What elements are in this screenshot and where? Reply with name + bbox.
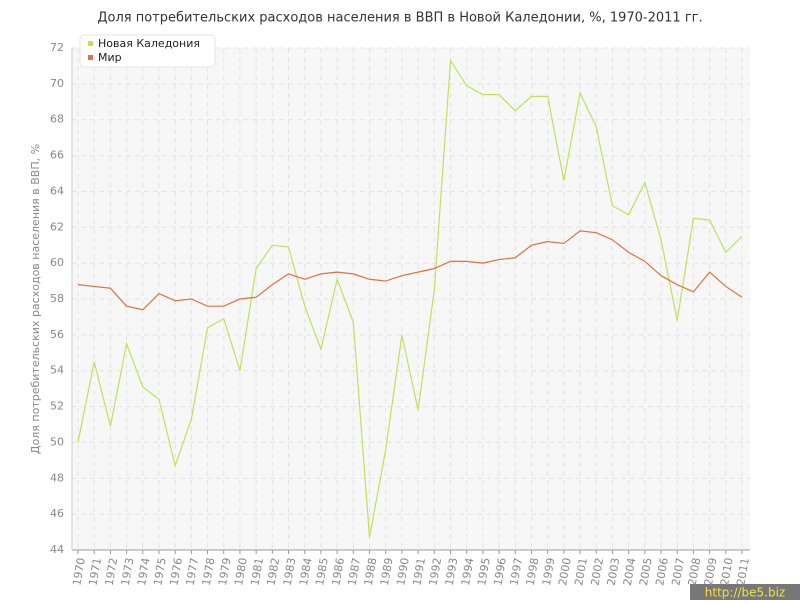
series-line [77, 230, 743, 311]
y-tick-label: 62 [50, 220, 64, 233]
x-tick-label: 1985 [313, 557, 331, 587]
x-tick-label: 1980 [232, 557, 250, 587]
x-tick-label: 1981 [248, 557, 266, 587]
x-tick-label: 1971 [86, 557, 104, 587]
x-tick-label: 1976 [167, 557, 185, 587]
x-tick-label: 1997 [508, 557, 526, 587]
x-tick-label: 1984 [297, 557, 315, 587]
y-tick-label: 64 [50, 184, 64, 197]
y-tick-label: 68 [50, 113, 64, 126]
chart-title: Доля потребительских расходов населения … [97, 11, 702, 26]
x-tick-label: 2005 [637, 557, 655, 587]
y-tick-label: 44 [50, 543, 64, 556]
x-tick-label: 2011 [734, 557, 752, 587]
y-tick-label: 48 [50, 471, 64, 484]
x-tick-label: 2008 [686, 557, 704, 587]
x-tick-label: 1974 [135, 557, 153, 587]
y-tick-label: 58 [50, 292, 64, 305]
x-tick-label: 2010 [718, 557, 736, 587]
legend-swatch [88, 55, 93, 60]
x-tick-label: 1982 [265, 557, 283, 587]
y-tick-label: 60 [50, 256, 64, 269]
x-tick-label: 1972 [103, 557, 121, 587]
y-tick-label: 56 [50, 328, 64, 341]
x-tick-label: 1977 [184, 557, 202, 587]
x-tick-label: 1986 [329, 557, 347, 587]
x-tick-label: 2007 [669, 557, 687, 587]
x-tick-label: 2003 [605, 557, 623, 587]
x-tick-label: 1994 [459, 557, 477, 587]
legend-box [79, 34, 216, 68]
x-tick-label: 1979 [216, 557, 234, 587]
x-tick-label: 1970 [70, 557, 88, 587]
x-tick-label: 2004 [621, 557, 639, 587]
series-line [77, 58, 743, 538]
watermark-box [690, 584, 800, 600]
legend-label: Новая Каледония [98, 37, 200, 50]
x-tick-label: 1998 [524, 557, 542, 587]
x-tick-label: 1988 [362, 557, 380, 587]
y-axis-label: Доля потребительских расходов населения … [29, 144, 42, 454]
legend-label: Мир [98, 51, 122, 64]
x-tick-label: 2000 [556, 557, 574, 587]
x-tick-label: 1992 [427, 557, 445, 587]
x-tick-label: 1989 [378, 557, 396, 587]
x-tick-label: 1983 [281, 557, 299, 587]
x-tick-label: 2002 [588, 557, 606, 587]
x-tick-label: 1973 [119, 557, 137, 587]
y-tick-label: 52 [50, 400, 64, 413]
x-tick-label: 1991 [410, 557, 428, 587]
y-tick-label: 46 [50, 507, 64, 520]
x-tick-label: 1995 [475, 557, 493, 587]
x-tick-label: 2006 [653, 557, 671, 587]
x-tick-label: 1975 [151, 557, 169, 587]
x-tick-label: 1990 [394, 557, 412, 587]
x-tick-label: 2009 [702, 557, 720, 587]
y-tick-label: 50 [50, 435, 64, 448]
y-tick-label: 70 [50, 77, 64, 90]
legend-swatch [88, 41, 93, 46]
x-tick-label: 1987 [346, 557, 364, 587]
x-tick-label: 1978 [200, 557, 218, 587]
watermark: http://be5.biz [705, 586, 785, 600]
y-tick-label: 72 [50, 41, 64, 54]
y-tick-label: 54 [50, 364, 64, 377]
x-tick-label: 1996 [491, 557, 509, 587]
y-tick-label: 66 [50, 149, 64, 162]
x-tick-label: 2001 [572, 557, 590, 587]
x-tick-label: 1999 [540, 557, 558, 587]
x-tick-label: 1993 [443, 557, 461, 587]
